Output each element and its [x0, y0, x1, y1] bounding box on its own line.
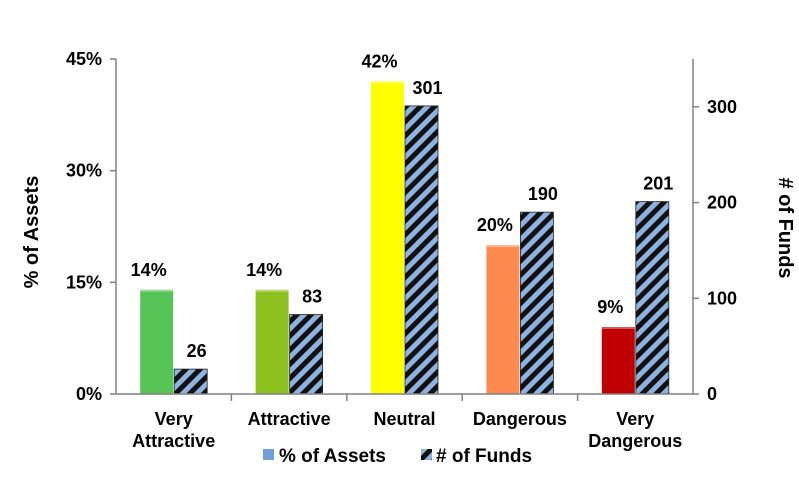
- data-label-assets: 9%: [597, 297, 623, 317]
- bar-assets: [486, 245, 520, 394]
- bar-assets-highlight: [255, 289, 289, 292]
- plot-area: [140, 81, 670, 395]
- y-left-tick-label: 0%: [76, 384, 102, 404]
- y-left-tick-label: 30%: [66, 161, 102, 181]
- legend-swatch-assets: [263, 449, 274, 460]
- data-label-assets: 20%: [477, 215, 513, 235]
- bar-funds: [289, 314, 324, 395]
- category-label: Dangerous: [473, 409, 567, 429]
- data-label-assets: 14%: [131, 260, 167, 280]
- bar-assets-highlight: [601, 327, 635, 329]
- data-label-funds: 201: [643, 174, 673, 194]
- y-right-tick-label: 0: [707, 384, 717, 404]
- legend-label-funds: # of Funds: [436, 446, 532, 467]
- category-label: Neutral: [373, 409, 435, 429]
- bar-funds: [520, 211, 554, 395]
- bar-funds: [173, 368, 208, 395]
- bar-assets-highlight: [371, 81, 404, 84]
- legend-swatch-funds: [421, 449, 432, 460]
- y-right-tick-label: 100: [707, 288, 737, 308]
- bar-assets: [140, 289, 174, 394]
- bar-assets-highlight: [140, 289, 174, 292]
- bar-assets: [601, 327, 635, 394]
- legend-label-assets: % of Assets: [279, 446, 386, 467]
- bar-funds: [404, 105, 439, 395]
- y-left-tick-label: 15%: [66, 272, 102, 292]
- y-right-tick-label: 200: [707, 193, 737, 213]
- y-left-axis-title: % of Assets: [21, 176, 43, 289]
- bar-assets-highlight: [486, 245, 520, 248]
- data-label-assets: 14%: [246, 260, 282, 280]
- y-right-axis-title: # of Funds: [774, 177, 796, 278]
- bar-assets: [255, 289, 289, 394]
- bar-assets: [371, 81, 404, 394]
- data-label-assets: 42%: [361, 51, 397, 71]
- category-label: Very Attractive: [132, 409, 215, 451]
- data-label-funds: 26: [187, 341, 207, 361]
- legend: % of Assets # of Funds: [263, 446, 532, 467]
- data-label-funds: 190: [528, 184, 558, 204]
- category-label: Very Dangerous: [588, 409, 682, 451]
- data-label-funds: 301: [412, 78, 442, 98]
- data-label-funds: 83: [302, 287, 322, 307]
- bar-funds: [635, 201, 670, 395]
- y-right-tick-label: 300: [707, 97, 737, 117]
- y-left-tick-label: 45%: [66, 49, 102, 69]
- category-label: Attractive: [248, 409, 331, 429]
